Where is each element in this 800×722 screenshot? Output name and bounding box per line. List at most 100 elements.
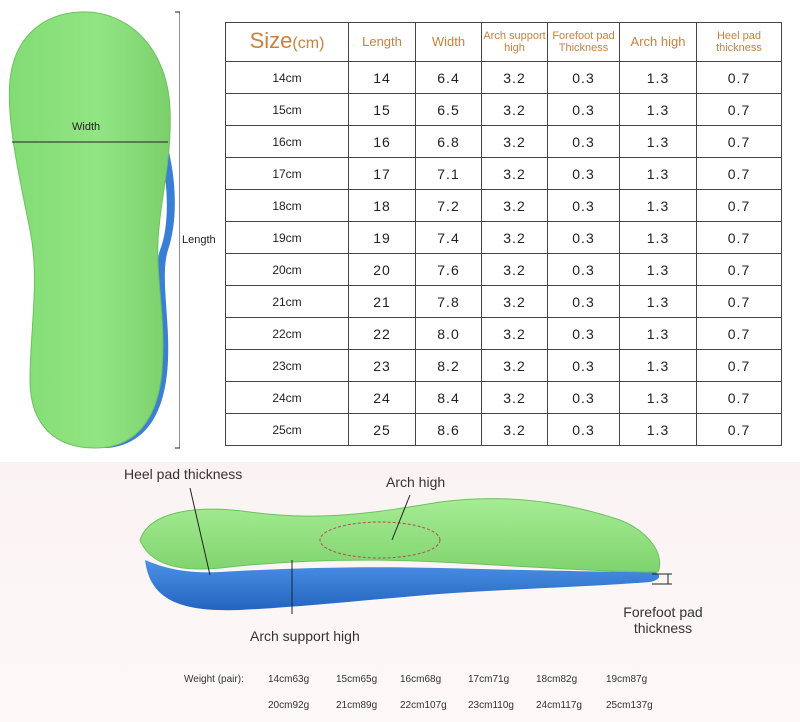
table-cell-arch-support: 3.2 [481,253,548,286]
table-row: 24cm 24 8.4 3.2 0.3 1.3 0.7 [225,381,782,414]
table-cell-length: 14 [348,61,416,94]
table-cell-size: 23cm [225,349,349,382]
table-cell-forefoot: 0.3 [547,317,620,350]
table-cell-heel: 0.7 [696,221,782,254]
table-cell-heel: 0.7 [696,285,782,318]
header-width: Width [415,22,482,62]
table-cell-size: 24cm [225,381,349,414]
table-cell-arch-support: 3.2 [481,381,548,414]
weight-item: 25cm137g [606,700,653,711]
table-cell-forefoot: 0.3 [547,413,620,446]
table-row: 14cm 14 6.4 3.2 0.3 1.3 0.7 [225,61,782,94]
table-cell-heel: 0.7 [696,125,782,158]
insole-outline [8,11,171,449]
weight-item: 19cm87g [606,674,648,685]
table-cell-size: 14cm [225,61,349,94]
table-cell-arch-high: 1.3 [619,221,697,254]
table-cell-width: 7.8 [415,285,482,318]
table-cell-size: 18cm [225,189,349,222]
table-cell-length: 16 [348,125,416,158]
table-cell-heel: 0.7 [696,317,782,350]
table-cell-arch-high: 1.3 [619,317,697,350]
table-cell-heel: 0.7 [696,189,782,222]
table-cell-heel: 0.7 [696,413,782,446]
table-row: 22cm 22 8.0 3.2 0.3 1.3 0.7 [225,317,782,350]
table-cell-width: 8.6 [415,413,482,446]
table-cell-arch-high: 1.3 [619,413,697,446]
table-cell-forefoot: 0.3 [547,61,620,94]
table-cell-arch-high: 1.3 [619,253,697,286]
table-cell-heel: 0.7 [696,61,782,94]
table-row: 25cm 25 8.6 3.2 0.3 1.3 0.7 [225,413,782,446]
table-header-row: Size(cm) Length Width Arch support high … [225,22,782,62]
table-cell-arch-high: 1.3 [619,349,697,382]
table-cell-arch-high: 1.3 [619,93,697,126]
table-cell-width: 7.4 [415,221,482,254]
arch-high-label: Arch high [386,474,446,490]
table-cell-length: 21 [348,285,416,318]
weight-item: 21cm89g [336,700,378,711]
length-label: Length [182,234,216,246]
header-arch-support: Arch support high [481,22,548,62]
table-cell-arch-support: 3.2 [481,157,548,190]
header-arch-high: Arch high [619,22,697,62]
table-cell-arch-high: 1.3 [619,61,697,94]
table-cell-size: 25cm [225,413,349,446]
weight-item: 20cm92g [268,700,310,711]
weight-item: 24cm117g [536,700,582,711]
table-cell-size: 16cm [225,125,349,158]
weight-item: 23cm110g [468,700,514,711]
table-row: 16cm 16 6.8 3.2 0.3 1.3 0.7 [225,125,782,158]
table-cell-size: 20cm [225,253,349,286]
table-cell-width: 6.5 [415,93,482,126]
heel-pointer [189,487,211,576]
weight-item: 17cm71g [468,674,510,685]
weight-item: 14cm63g [268,674,310,685]
table-cell-forefoot: 0.3 [547,93,620,126]
table-cell-forefoot: 0.3 [547,189,620,222]
table-cell-length: 25 [348,413,416,446]
table-cell-length: 19 [348,221,416,254]
table-cell-width: 7.1 [415,157,482,190]
table-cell-size: 17cm [225,157,349,190]
weights-title: Weight (pair): [184,674,244,685]
table-cell-forefoot: 0.3 [547,285,620,318]
table-cell-arch-high: 1.3 [619,189,697,222]
arch-high-ellipse [319,521,441,559]
weight-item: 18cm82g [536,674,578,685]
table-cell-forefoot: 0.3 [547,253,620,286]
table-cell-forefoot: 0.3 [547,221,620,254]
table-cell-length: 23 [348,349,416,382]
insole-top-view [8,11,180,449]
arch-high-pointer [391,494,411,541]
table-cell-arch-support: 3.2 [481,413,548,446]
table-row: 15cm 15 6.5 3.2 0.3 1.3 0.7 [225,93,782,126]
table-cell-width: 8.4 [415,381,482,414]
table-cell-length: 17 [348,157,416,190]
table-cell-arch-high: 1.3 [619,381,697,414]
table-cell-arch-high: 1.3 [619,157,697,190]
table-cell-arch-support: 3.2 [481,125,548,158]
table-cell-arch-support: 3.2 [481,285,548,318]
width-label: Width [72,121,101,133]
heel-pad-label: Heel pad thickness [124,466,243,482]
table-row: 21cm 21 7.8 3.2 0.3 1.3 0.7 [225,285,782,318]
table-cell-width: 6.4 [415,61,482,94]
table-cell-heel: 0.7 [696,157,782,190]
table-cell-heel: 0.7 [696,381,782,414]
side-sole-blue [145,560,660,611]
table-cell-length: 18 [348,189,416,222]
table-cell-width: 7.6 [415,253,482,286]
header-size: Size(cm) [225,22,349,62]
table-cell-width: 7.2 [415,189,482,222]
table-cell-forefoot: 0.3 [547,349,620,382]
table-cell-length: 15 [348,93,416,126]
table-cell-size: 15cm [225,93,349,126]
table-cell-arch-support: 3.2 [481,317,548,350]
table-cell-heel: 0.7 [696,349,782,382]
table-cell-forefoot: 0.3 [547,125,620,158]
table-row: 20cm 20 7.6 3.2 0.3 1.3 0.7 [225,253,782,286]
table-cell-forefoot: 0.3 [547,157,620,190]
weight-item: 16cm68g [400,674,442,685]
table-cell-forefoot: 0.3 [547,381,620,414]
